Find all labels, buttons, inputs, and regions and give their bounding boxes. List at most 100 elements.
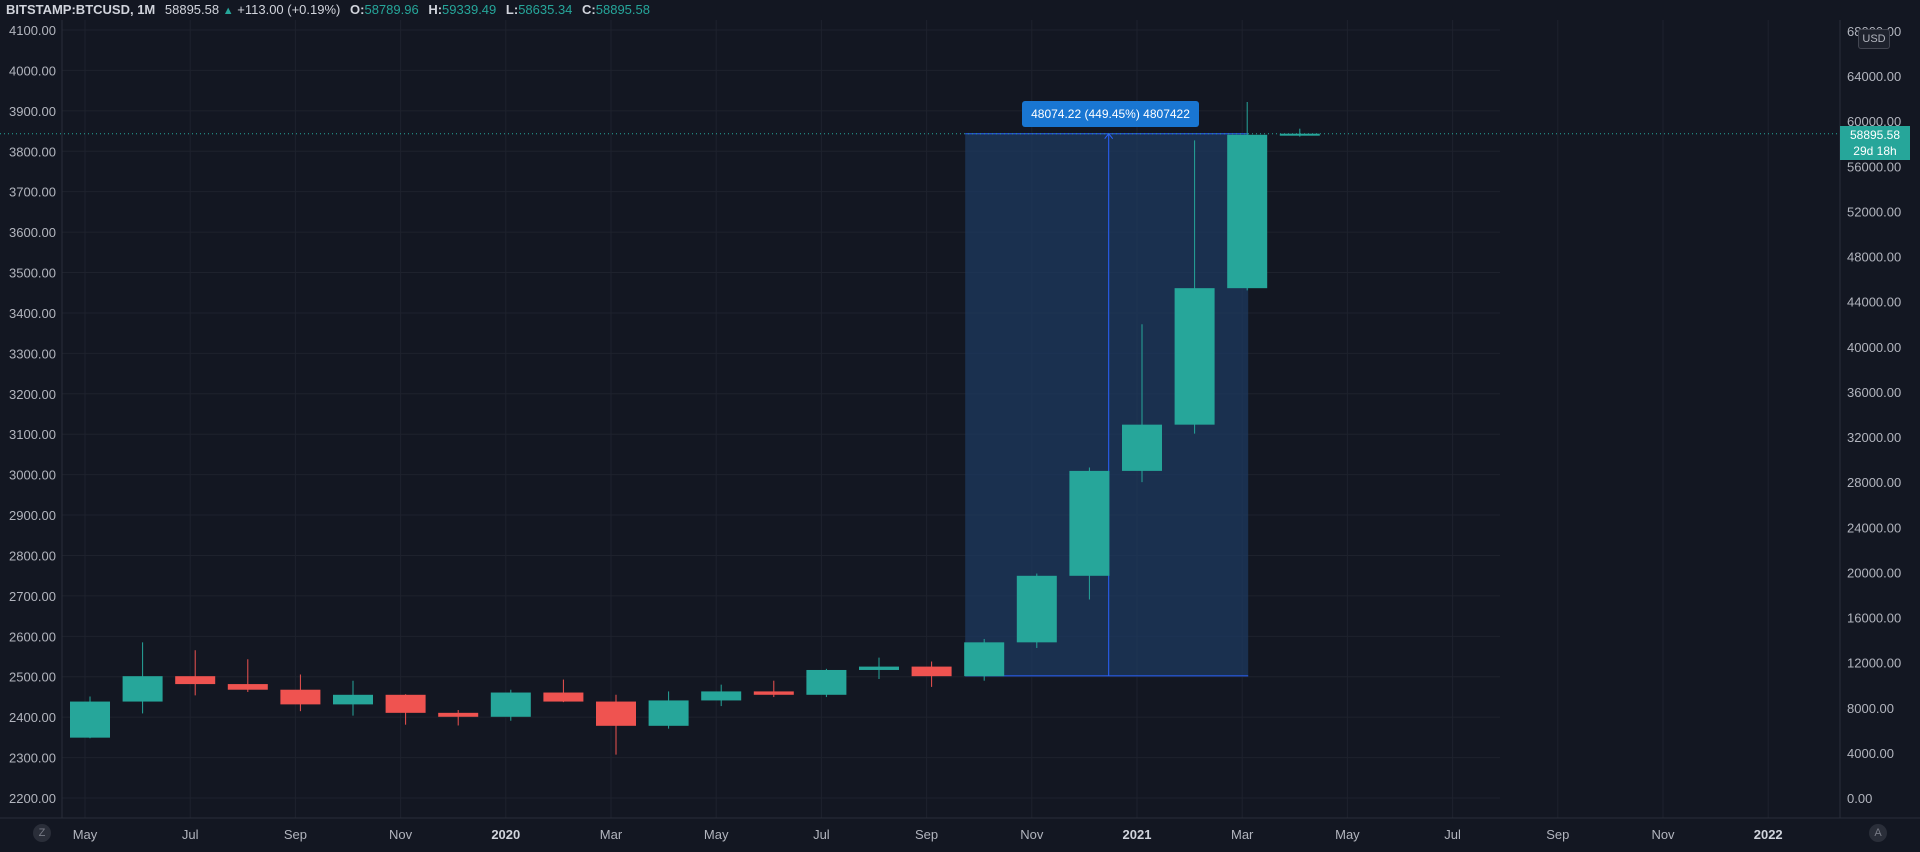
candle-body bbox=[1174, 288, 1215, 425]
low-label: L: bbox=[505, 2, 519, 17]
left-tick-label: 3900.00 bbox=[9, 104, 56, 119]
left-tick-label: 3500.00 bbox=[9, 266, 56, 281]
candle-body bbox=[385, 694, 426, 713]
current-price-badge: 58895.58 29d 18h bbox=[1840, 126, 1910, 160]
candle-body bbox=[1279, 133, 1320, 136]
left-tick-label: 2900.00 bbox=[9, 508, 56, 523]
chart-legend: BITSTAMP:BTCUSD, 1M 58895.58 ▲ +113.00 (… bbox=[6, 1, 650, 19]
left-tick-label: 3400.00 bbox=[9, 306, 56, 321]
left-tick-label: 3800.00 bbox=[9, 144, 56, 159]
time-tick-label: Jul bbox=[813, 827, 830, 842]
measure-label: 48074.22 (449.45%) 4807422 bbox=[1022, 101, 1199, 127]
left-tick-label: 3700.00 bbox=[9, 185, 56, 200]
candle-body bbox=[806, 669, 847, 695]
candle-body bbox=[227, 684, 268, 690]
left-tick-label: 3000.00 bbox=[9, 468, 56, 483]
candle-body bbox=[753, 691, 794, 695]
left-tick-label: 2200.00 bbox=[9, 791, 56, 806]
candle-body bbox=[911, 666, 952, 677]
left-tick-label: 2700.00 bbox=[9, 589, 56, 604]
time-tick-label: Jul bbox=[182, 827, 199, 842]
high-label: H: bbox=[428, 2, 443, 17]
candle-body bbox=[1227, 134, 1268, 289]
right-tick-label: 0.00 bbox=[1847, 791, 1872, 806]
left-tick-label: 3600.00 bbox=[9, 225, 56, 240]
left-tick-label: 2600.00 bbox=[9, 629, 56, 644]
candle-body bbox=[122, 676, 163, 702]
time-tick-label: May bbox=[704, 827, 729, 842]
candle-body bbox=[490, 692, 531, 717]
time-tick-label: Sep bbox=[915, 827, 938, 842]
left-tick-label: 3200.00 bbox=[9, 387, 56, 402]
bar-countdown: 29d 18h bbox=[1853, 144, 1897, 158]
time-axis[interactable]: May Jul Sep Nov 2020 Mar May Jul Sep Nov 2021 Mar Ma… bbox=[73, 827, 1783, 842]
left-tick-label: 3300.00 bbox=[9, 346, 56, 361]
time-tick-label: 2022 bbox=[1754, 827, 1783, 842]
right-tick-label: 12000.00 bbox=[1847, 656, 1901, 671]
right-tick-label: 64000.00 bbox=[1847, 69, 1901, 84]
right-tick-label: 44000.00 bbox=[1847, 295, 1901, 310]
right-tick-label: 48000.00 bbox=[1847, 250, 1901, 265]
time-tick-label: May bbox=[73, 827, 98, 842]
low-value: 58635.34 bbox=[518, 2, 573, 17]
candle-body bbox=[859, 666, 899, 670]
time-tick-label: Mar bbox=[600, 827, 623, 842]
close-value: 58895.58 bbox=[595, 2, 650, 17]
right-tick-label: 32000.00 bbox=[1847, 430, 1901, 445]
candle-body bbox=[1122, 424, 1162, 471]
candle-body bbox=[543, 692, 584, 702]
change-value: +113.00 (+0.19%) bbox=[237, 2, 341, 17]
time-tick-label: Nov bbox=[1020, 827, 1044, 842]
left-tick-label: 4000.00 bbox=[9, 63, 56, 78]
candle-body bbox=[648, 700, 689, 726]
close-label: C: bbox=[582, 2, 596, 17]
candle-body bbox=[438, 712, 479, 717]
candle-body bbox=[1016, 575, 1057, 643]
time-tick-label: 2021 bbox=[1123, 827, 1152, 842]
candle-body bbox=[964, 642, 1005, 677]
high-value: 59339.49 bbox=[442, 2, 497, 17]
candle-body bbox=[1069, 470, 1110, 576]
candles bbox=[70, 102, 1320, 755]
time-tick-label: Mar bbox=[1231, 827, 1254, 842]
left-tick-label: 2300.00 bbox=[9, 751, 56, 766]
time-tick-label: Sep bbox=[284, 827, 307, 842]
right-tick-label: 36000.00 bbox=[1847, 385, 1901, 400]
left-tick-label: 2800.00 bbox=[9, 548, 56, 563]
auto-scale-button[interactable]: A bbox=[1869, 824, 1887, 842]
time-tick-label: Nov bbox=[1651, 827, 1675, 842]
time-tick-label: Sep bbox=[1546, 827, 1569, 842]
open-value: 58789.96 bbox=[364, 2, 419, 17]
right-tick-label: 8000.00 bbox=[1847, 701, 1894, 716]
right-tick-label: 24000.00 bbox=[1847, 520, 1901, 535]
left-tick-label: 4100.00 bbox=[9, 23, 56, 38]
left-price-axis: 4100.00 4000.00 3900.00 3800.00 3700.00 3600.… bbox=[9, 23, 56, 806]
candle-body bbox=[280, 689, 321, 705]
left-tick-label: 2400.00 bbox=[9, 710, 56, 725]
candle-body bbox=[596, 701, 636, 726]
candle-body bbox=[70, 701, 110, 738]
symbol-label[interactable]: BITSTAMP:BTCUSD, 1M bbox=[6, 2, 156, 17]
left-tick-label: 2500.00 bbox=[9, 670, 56, 685]
candle-body bbox=[701, 691, 742, 701]
left-tick-label: 3100.00 bbox=[9, 427, 56, 442]
right-tick-label: 40000.00 bbox=[1847, 340, 1901, 355]
right-tick-label: 28000.00 bbox=[1847, 475, 1901, 490]
time-tick-label: Jul bbox=[1444, 827, 1461, 842]
up-arrow-icon: ▲ bbox=[222, 5, 234, 17]
open-label: O: bbox=[350, 2, 365, 17]
right-tick-label: 52000.00 bbox=[1847, 204, 1901, 219]
candle-body bbox=[175, 676, 216, 685]
zoom-button[interactable]: Z bbox=[33, 824, 51, 842]
current-price-value: 58895.58 bbox=[1849, 128, 1901, 142]
right-tick-label: 20000.00 bbox=[1847, 565, 1901, 580]
time-tick-label: May bbox=[1335, 827, 1360, 842]
right-tick-label: 56000.00 bbox=[1847, 159, 1901, 174]
currency-button[interactable]: USD bbox=[1858, 29, 1890, 49]
candle-body bbox=[333, 694, 373, 705]
last-price: 58895.58 bbox=[164, 2, 220, 17]
time-tick-label: Nov bbox=[389, 827, 413, 842]
right-tick-label: 60000.00 bbox=[1847, 114, 1901, 129]
time-tick-label: 2020 bbox=[491, 827, 520, 842]
